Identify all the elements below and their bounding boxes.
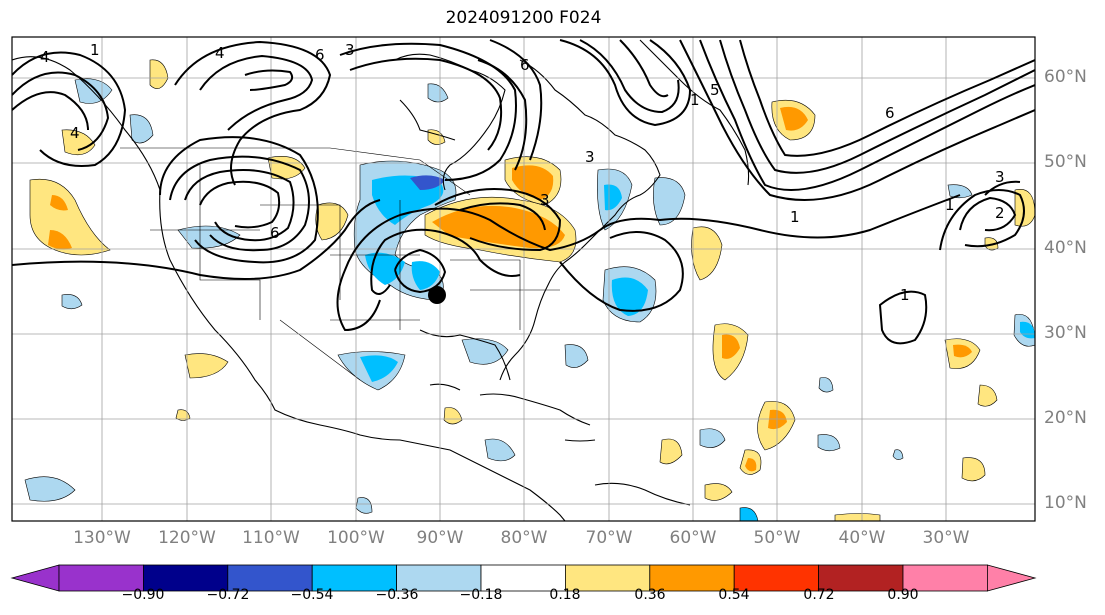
contour-label: 4	[215, 44, 225, 62]
longitude-label: 60°W	[669, 528, 717, 548]
colorbar-tick-label: −0.18	[459, 587, 503, 603]
contour-label: 1	[690, 91, 700, 109]
contour-label: 6	[270, 224, 280, 242]
map-title: 2024091200 F024	[445, 8, 602, 28]
contour-label: 1	[900, 286, 910, 304]
graticule	[12, 37, 1035, 521]
colorbar-extend-low	[10, 564, 60, 592]
colorbar-segment	[311, 564, 398, 592]
borders	[120, 147, 560, 381]
contour-lines	[12, 39, 1035, 345]
colorbar-extend-high	[987, 564, 1037, 592]
colorbar-segment	[58, 564, 144, 592]
latitude-label: 30°N	[1044, 323, 1087, 343]
longitude-label: 30°W	[922, 528, 970, 548]
contour-label: 3	[540, 191, 550, 209]
longitude-label: 80°W	[500, 528, 548, 548]
longitude-label: 120°W	[158, 528, 216, 548]
latitude-label: 10°N	[1044, 493, 1087, 513]
longitude-label: 110°W	[242, 528, 300, 548]
contour-label: 6	[885, 104, 895, 122]
contour-label: 1	[90, 41, 100, 59]
contour-label: 6	[520, 56, 530, 74]
longitude-label: 130°W	[73, 528, 131, 548]
colorbar-segment	[142, 564, 229, 592]
longitude-label: 70°W	[585, 528, 633, 548]
longitude-label: 40°W	[838, 528, 886, 548]
colorbar-tick-label: 0.90	[887, 587, 919, 603]
contour-label: 6	[315, 46, 325, 64]
colorbar-tick-label: −0.54	[290, 587, 334, 603]
contour-label: 1	[790, 208, 800, 226]
colorbar-tick-label: 0.18	[549, 587, 581, 603]
latitude-label: 60°N	[1044, 67, 1087, 87]
contour-label: 3	[995, 168, 1005, 186]
colorbar-tick-label: 0.36	[634, 587, 666, 603]
colorbar-segment	[227, 564, 313, 592]
colorbar-tick-label: −0.36	[375, 587, 419, 603]
latitude-label: 40°N	[1044, 238, 1087, 258]
colorbar	[10, 564, 1037, 592]
location-marker	[428, 286, 446, 304]
contour-label: 4	[40, 48, 50, 66]
contour-label: 1	[945, 196, 955, 214]
contour-label: 3	[345, 41, 355, 59]
contour-label-group: 1 4 4 6 3 6 1 5 6 3 3 1 1 3 2 1 6 4	[40, 41, 1005, 304]
contour-label: 4	[70, 124, 80, 142]
colorbar-tick-label: −0.90	[121, 587, 165, 603]
latitude-label: 20°N	[1044, 408, 1087, 428]
colorbar-tick-label: −0.72	[206, 587, 250, 603]
longitude-label: 90°W	[416, 528, 464, 548]
colorbar-tick-label: 0.54	[718, 587, 750, 603]
contour-label: 2	[995, 204, 1005, 222]
latitude-label: 50°N	[1044, 152, 1087, 172]
longitude-label: 100°W	[327, 528, 385, 548]
colorbar-tick-label: 0.72	[803, 587, 835, 603]
colorbar-segment	[733, 564, 820, 592]
contour-label: 3	[585, 148, 595, 166]
contour-label: 5	[710, 81, 720, 99]
colorbar-segment	[565, 564, 651, 592]
longitude-label: 50°W	[753, 528, 801, 548]
